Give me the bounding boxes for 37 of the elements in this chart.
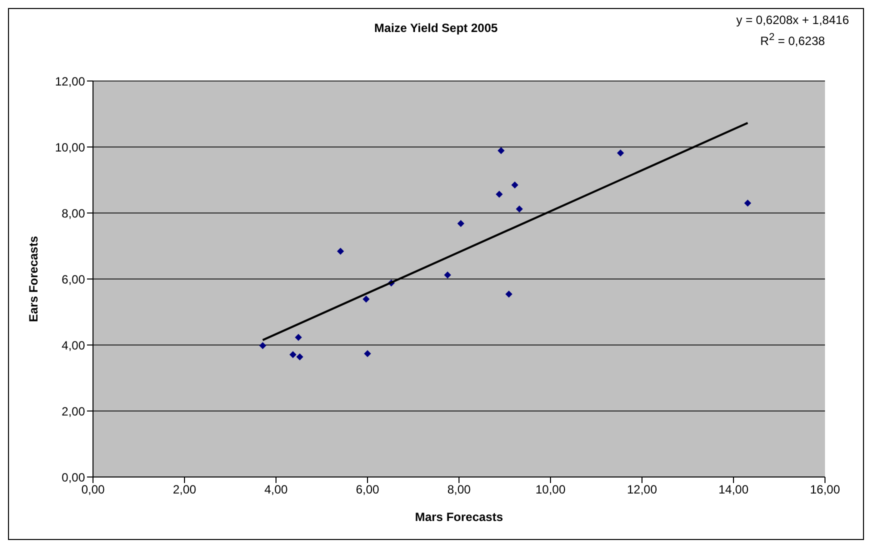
x-tick-label: 16,00 bbox=[810, 482, 840, 497]
x-tick-label: 14,00 bbox=[718, 482, 749, 497]
point bbox=[259, 342, 266, 350]
y-tick-label: 2,00 bbox=[62, 404, 86, 418]
point bbox=[362, 296, 370, 303]
point bbox=[511, 181, 518, 188]
x-tick-label: 4,00 bbox=[264, 482, 288, 497]
x-tick-label: 0,00 bbox=[81, 482, 105, 497]
point bbox=[294, 334, 302, 341]
point bbox=[444, 272, 452, 279]
x-tick-label: 2,00 bbox=[172, 482, 196, 497]
point bbox=[364, 350, 371, 358]
point bbox=[289, 351, 296, 358]
point bbox=[744, 200, 752, 207]
x-tick-label: 6,00 bbox=[356, 482, 380, 497]
x-tick-label: 10,00 bbox=[535, 482, 566, 497]
point bbox=[457, 220, 464, 228]
x-tick-label: 8,00 bbox=[447, 482, 471, 497]
text: y = 0,6208x + 1,8416 bbox=[736, 12, 849, 29]
y-tick-label: 10,00 bbox=[54, 140, 86, 154]
point bbox=[496, 190, 503, 198]
y-tick-label: 4,00 bbox=[62, 338, 86, 352]
y-tick-label: 12,00 bbox=[54, 74, 86, 88]
y-axis-title: Ears Forecasts bbox=[26, 236, 40, 322]
point bbox=[337, 248, 344, 255]
y-tick-label: 8,00 bbox=[62, 206, 86, 220]
point bbox=[296, 353, 304, 360]
point bbox=[498, 147, 505, 154]
y-tick-label: 0,00 bbox=[62, 470, 86, 484]
chart-title: Maize Yield Sept 2005 bbox=[374, 21, 498, 35]
x-axis-title: Mars Forecasts bbox=[414, 510, 504, 524]
text: R$^{2}$ = 0,6238 bbox=[759, 31, 826, 50]
point bbox=[516, 206, 523, 213]
point bbox=[505, 290, 512, 298]
x-tick-label: 12,00 bbox=[626, 482, 658, 497]
y-tick-label: 6,00 bbox=[62, 272, 86, 286]
point bbox=[616, 149, 624, 156]
